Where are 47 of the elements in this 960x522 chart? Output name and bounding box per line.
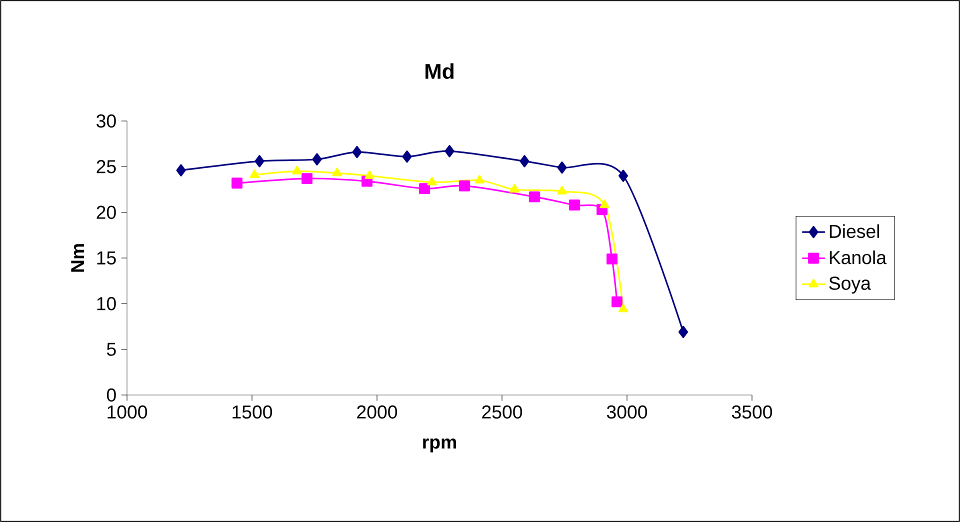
y-tick-label: 30 (96, 114, 116, 128)
legend-label: Soya (829, 276, 871, 294)
y-tick-label: 5 (106, 342, 116, 356)
point (352, 146, 362, 158)
point (678, 326, 688, 338)
point (618, 304, 628, 312)
x-axis-title: rpm (423, 438, 456, 452)
point (474, 174, 484, 184)
legend-label: Kanola (830, 250, 887, 264)
y-axis-title: Nm (71, 244, 84, 272)
point (302, 173, 312, 184)
point (529, 191, 540, 202)
y-tick-label: 0 (106, 388, 116, 402)
point (612, 296, 622, 308)
point (292, 166, 302, 174)
point (618, 170, 628, 182)
point (176, 164, 186, 176)
point (427, 176, 437, 186)
point (510, 184, 520, 193)
y-tick-label: 20 (96, 206, 116, 219)
point (312, 153, 322, 166)
x-tick-label: 2000 (357, 405, 398, 419)
point (569, 200, 580, 210)
y-tick-label: 25 (96, 160, 116, 174)
point (232, 178, 242, 189)
y-tick-label: 15 (97, 251, 116, 265)
point (402, 150, 412, 163)
point (557, 161, 567, 174)
point (250, 169, 260, 178)
point (600, 200, 610, 208)
x-tick-label: 2500 (482, 405, 522, 419)
point (459, 180, 470, 192)
y-tick-label: 10 (97, 297, 116, 310)
chart-title: Md (426, 63, 454, 79)
point (444, 145, 454, 158)
point (332, 168, 342, 176)
point (364, 170, 374, 179)
point (254, 155, 264, 168)
point (419, 183, 430, 194)
point (520, 155, 530, 168)
x-tick-label: 1000 (108, 405, 148, 419)
legend-label: Diesel (830, 224, 880, 238)
x-tick-label: 1500 (232, 405, 272, 419)
x-tick-label: 3500 (732, 405, 772, 419)
point (557, 186, 567, 194)
x-tick-label: 3000 (606, 405, 648, 419)
point (606, 253, 618, 264)
